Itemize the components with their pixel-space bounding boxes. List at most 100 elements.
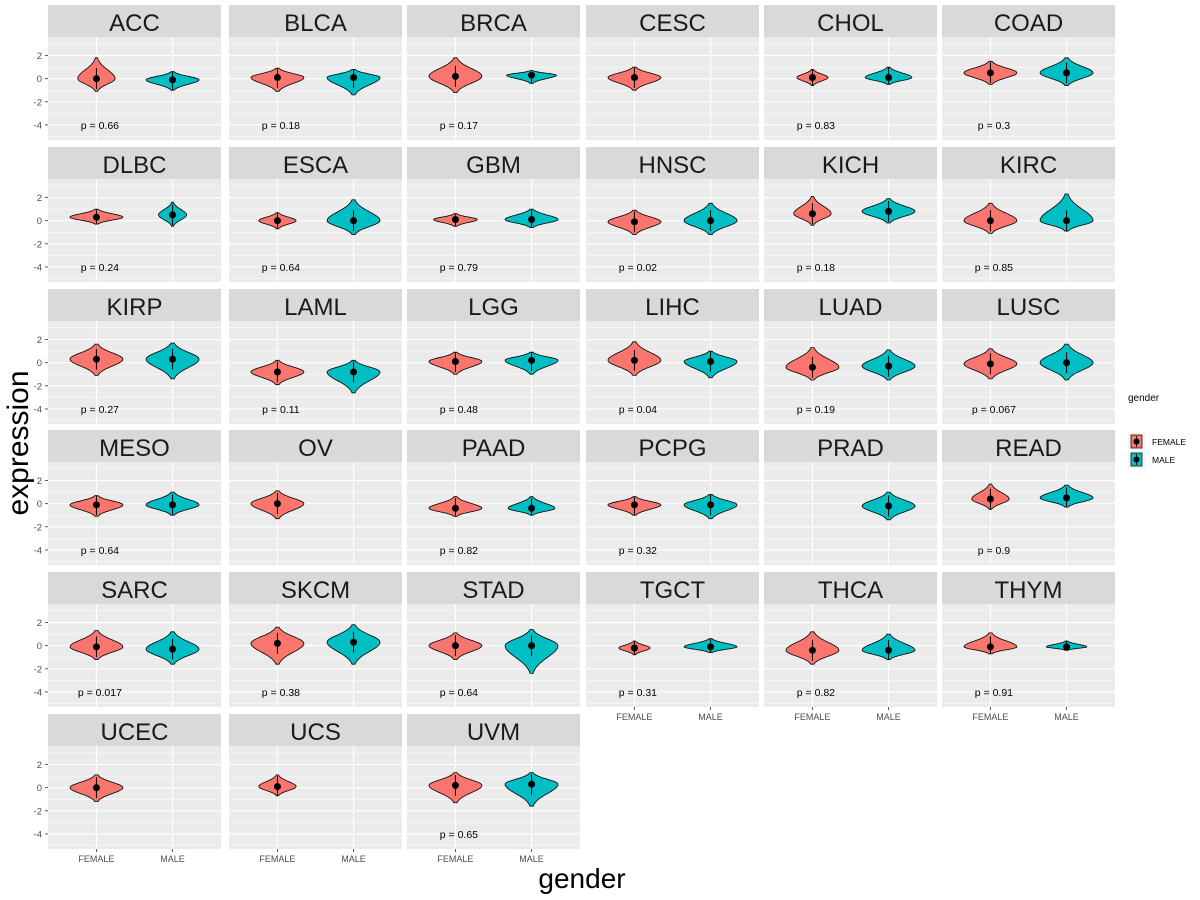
panel-background — [407, 321, 580, 424]
facet-title: UVM — [467, 719, 520, 746]
p-value-label: p = 0.9 — [978, 545, 1011, 557]
y-tick-label: -4 — [34, 404, 42, 415]
y-tick-label: -2 — [34, 522, 42, 533]
facet-title: OV — [298, 435, 333, 462]
panel-background — [229, 462, 402, 565]
facet-title: LGG — [468, 294, 519, 321]
facet-title: LUAD — [818, 294, 882, 321]
p-value-label: p = 0.82 — [797, 687, 835, 699]
p-value-label: p = 0.24 — [81, 262, 119, 274]
y-tick-label: -4 — [34, 545, 42, 556]
facet-strip — [407, 5, 580, 37]
median-point — [986, 69, 994, 77]
median-point — [273, 368, 281, 376]
panel-background — [48, 462, 221, 565]
median-point — [451, 216, 459, 224]
median-point — [1063, 359, 1071, 367]
facet-strip — [942, 430, 1115, 462]
y-tick-label: -4 — [34, 829, 42, 840]
facet-title: STAD — [462, 577, 524, 604]
median-point — [528, 216, 536, 224]
facet-panel-pcpg: PCPG p = 0.32 — [586, 430, 759, 565]
median-point — [92, 784, 100, 792]
y-tick-label: -2 — [34, 381, 42, 392]
facet-panel-coad: COAD p = 0.3 — [942, 5, 1115, 140]
facet-strip — [48, 147, 221, 179]
facet-panel-stad: STAD p = 0.64 — [407, 572, 580, 707]
facet-strip — [48, 289, 221, 321]
median-point — [1063, 217, 1071, 225]
median-point — [630, 356, 638, 364]
median-point — [630, 218, 638, 226]
facet-panel-kich: KICH p = 0.18 — [764, 147, 937, 282]
facet-strip — [229, 5, 402, 37]
p-value-label: p = 0.91 — [975, 687, 1013, 699]
x-axis-label: gender — [538, 863, 625, 894]
median-point — [528, 642, 536, 650]
y-tick-label: -4 — [34, 262, 42, 273]
facet-strip — [407, 289, 580, 321]
p-value-label: p = 0.66 — [81, 120, 119, 132]
p-value-label: p = 0.31 — [619, 687, 657, 699]
median-point — [1063, 494, 1071, 502]
facet-panel-brca: BRCA p = 0.17 — [407, 5, 580, 140]
median-point — [92, 643, 100, 651]
facet-title: PRAD — [817, 435, 884, 462]
facet-panel-kirp: KIRP p = 0.27 2 0 -2 -4 — [34, 289, 221, 424]
panel-background — [764, 179, 937, 282]
facet-title: SARC — [101, 577, 168, 604]
facet-panel-prad: PRAD — [764, 430, 937, 565]
legend-key-point — [1133, 456, 1140, 463]
panel-background — [764, 321, 937, 424]
facet-strip — [764, 572, 937, 604]
median-point — [885, 646, 893, 654]
panel-background — [942, 179, 1115, 282]
y-tick-label: 2 — [37, 193, 42, 204]
facet-title: ACC — [109, 10, 160, 37]
panel-background — [407, 746, 580, 849]
facet-title: TGCT — [640, 577, 706, 604]
median-point — [451, 504, 459, 512]
facet-title: PAAD — [462, 435, 526, 462]
median-point — [451, 781, 459, 789]
p-value-label: p = 0.19 — [797, 404, 835, 416]
facet-panel-meso: MESO p = 0.64 2 0 -2 -4 — [34, 430, 221, 565]
median-point — [451, 358, 459, 366]
facet-strip — [48, 430, 221, 462]
p-value-label: p = 0.48 — [440, 404, 478, 416]
y-tick-label: 2 — [37, 476, 42, 487]
p-value-label: p = 0.04 — [619, 404, 657, 416]
facet-strip — [229, 714, 402, 746]
median-point — [986, 495, 994, 503]
panel-background — [229, 746, 402, 849]
y-tick-label: 0 — [37, 358, 42, 369]
facet-panel-chol: CHOL p = 0.83 — [764, 5, 937, 140]
panel-background — [48, 746, 221, 849]
facet-panel-lihc: LIHC p = 0.04 — [586, 289, 759, 424]
facet-title: HNSC — [638, 152, 706, 179]
panel-background — [586, 462, 759, 565]
median-point — [986, 217, 994, 225]
y-tick-label: 0 — [37, 74, 42, 85]
median-point — [630, 644, 638, 652]
facet-title: BRCA — [460, 10, 527, 37]
facet-strip — [229, 289, 402, 321]
panel-background — [586, 321, 759, 424]
facet-strip — [764, 289, 937, 321]
facet-strip — [942, 147, 1115, 179]
median-point — [707, 501, 715, 509]
facet-panel-sarc: SARC p = 0.017 2 0 -2 -4 — [34, 572, 221, 707]
facet-title: SKCM — [281, 577, 350, 604]
facet-title: THCA — [818, 577, 883, 604]
median-point — [92, 501, 100, 509]
facet-strip — [229, 147, 402, 179]
panel-background — [407, 462, 580, 565]
facet-title: THYM — [995, 577, 1063, 604]
legend-label: FEMALE — [1152, 437, 1186, 447]
median-point — [808, 74, 816, 82]
x-tick-label: FEMALE — [437, 854, 473, 864]
facet-strip — [407, 430, 580, 462]
panel-background — [586, 604, 759, 707]
facet-strip — [586, 572, 759, 604]
median-point — [885, 74, 893, 82]
